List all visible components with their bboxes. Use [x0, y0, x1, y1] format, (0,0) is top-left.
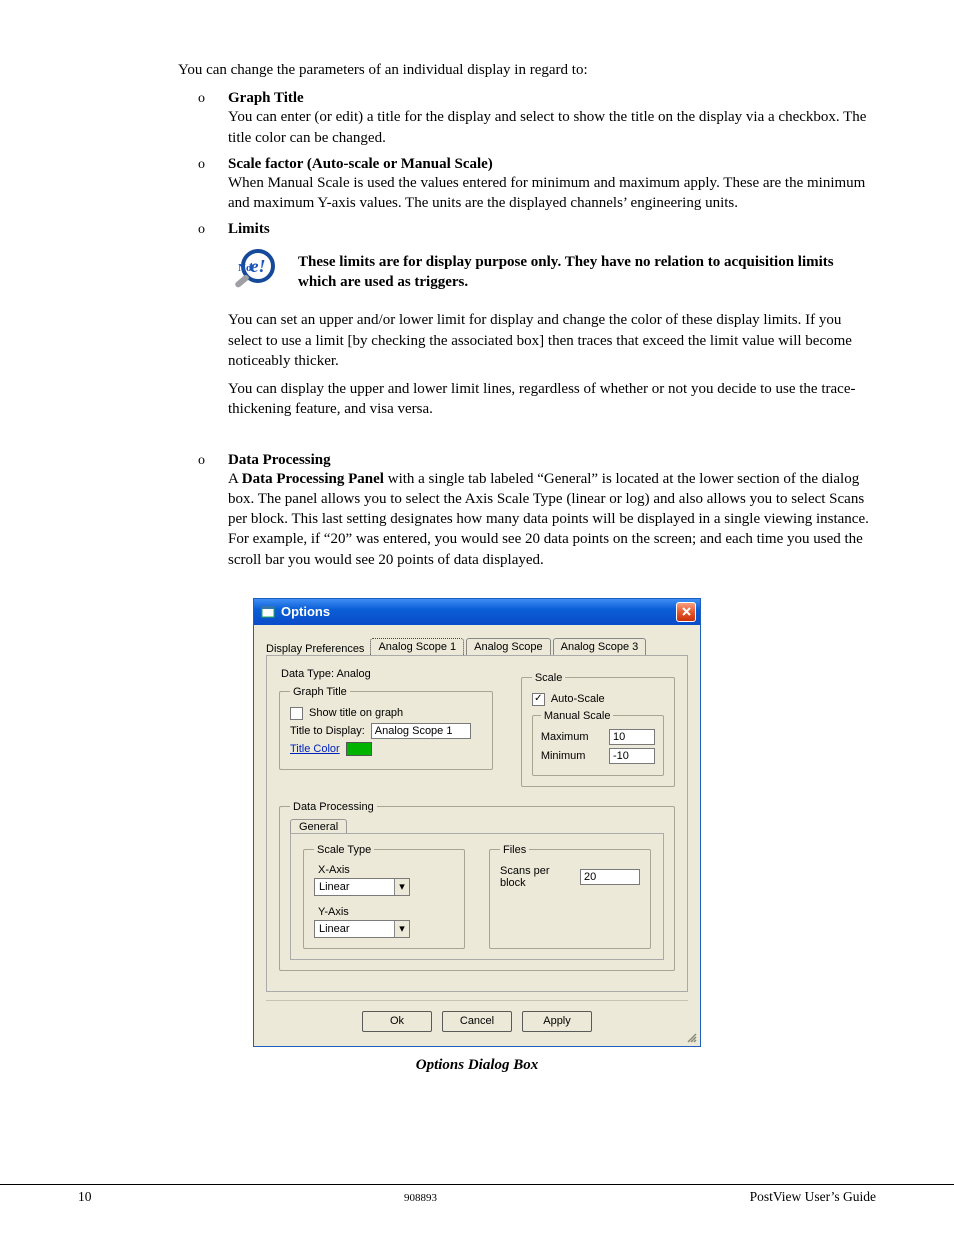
apply-button[interactable]: Apply — [522, 1011, 592, 1032]
resize-grip-icon[interactable] — [684, 1030, 698, 1044]
dp-lead: A — [228, 471, 242, 487]
cancel-button[interactable]: Cancel — [442, 1011, 512, 1032]
maximum-label: Maximum — [541, 731, 589, 743]
scale-type-legend: Scale Type — [314, 844, 374, 856]
tabs-lead-label: Display Preferences — [266, 643, 370, 655]
close-icon — [681, 606, 692, 617]
data-type-label: Data Type: Analog — [281, 668, 493, 680]
scale-legend: Scale — [532, 672, 566, 684]
show-title-label: Show title on graph — [309, 707, 403, 719]
note-magnifier-icon: e! No t — [228, 244, 284, 300]
bullet-title: Scale factor (Auto-scale or Manual Scale… — [228, 156, 493, 173]
ok-button[interactable]: Ok — [362, 1011, 432, 1032]
limits-paragraph-1: You can set an upper and/or lower limit … — [80, 310, 874, 371]
data-processing-group: Data Processing General Scale Type X-Axi… — [279, 801, 675, 971]
button-row: Ok Cancel Apply — [266, 1001, 688, 1038]
y-axis-label: Y-Axis — [318, 906, 454, 918]
files-legend: Files — [500, 844, 529, 856]
graph-title-legend: Graph Title — [290, 686, 350, 698]
doc-title: PostView User’s Guide — [750, 1189, 876, 1205]
doc-number: 908893 — [404, 1192, 437, 1204]
svg-text:t: t — [249, 260, 254, 275]
data-processing-paragraph: A Data Processing Panel with a single ta… — [80, 469, 874, 570]
scans-per-block-input[interactable] — [580, 869, 640, 885]
dialog-title: Options — [281, 604, 330, 619]
y-axis-value: Linear — [319, 923, 350, 935]
show-title-checkbox[interactable] — [290, 707, 303, 720]
x-axis-combo[interactable]: Linear ▾ — [314, 878, 410, 896]
dialog-icon — [261, 605, 275, 619]
dialog-body: Display Preferences Analog Scope 1 Analo… — [254, 625, 700, 1046]
note-callout: e! No t These limits are for display pur… — [80, 244, 874, 300]
auto-scale-label: Auto-Scale — [551, 693, 605, 705]
intro-paragraph: You can change the parameters of an indi… — [80, 60, 874, 80]
bullet-marker: o — [80, 222, 228, 238]
minimum-input[interactable] — [609, 748, 655, 764]
bullet-title: Data Processing — [228, 452, 331, 469]
page-footer: 10 908893 PostView User’s Guide — [0, 1184, 954, 1205]
bullet-body: When Manual Scale is used the values ent… — [80, 173, 874, 214]
tab-analog-scope-3[interactable]: Analog Scope 3 — [553, 638, 647, 655]
bullet-graph-title: o Graph Title — [80, 90, 874, 107]
title-to-display-label: Title to Display: — [290, 725, 365, 737]
title-color-swatch[interactable] — [346, 742, 372, 756]
auto-scale-checkbox[interactable]: ✓ — [532, 693, 545, 706]
dialog-titlebar[interactable]: Options — [254, 599, 700, 625]
scale-group: Scale ✓ Auto-Scale Manual Scale Maximum — [521, 672, 675, 787]
limits-paragraph-2: You can display the upper and lower limi… — [80, 379, 874, 420]
general-tab[interactable]: General — [290, 819, 347, 834]
bullet-title: Graph Title — [228, 90, 304, 107]
general-panel: Scale Type X-Axis Linear ▾ Y-Axis Linear… — [290, 833, 664, 960]
close-button[interactable] — [676, 602, 696, 622]
x-axis-label: X-Axis — [318, 864, 454, 876]
bullet-title: Limits — [228, 221, 270, 238]
tab-analog-scope-1[interactable]: Analog Scope 1 — [370, 638, 464, 655]
page-content: You can change the parameters of an indi… — [0, 0, 954, 1074]
dp-bold: Data Processing Panel — [242, 471, 384, 487]
x-axis-value: Linear — [319, 881, 350, 893]
chevron-down-icon: ▾ — [394, 879, 409, 895]
manual-scale-group: Manual Scale Maximum Minimum — [532, 710, 664, 776]
bullet-scale-factor: o Scale factor (Auto-scale or Manual Sca… — [80, 156, 874, 173]
bullet-body: You can enter (or edit) a title for the … — [80, 107, 874, 148]
manual-scale-legend: Manual Scale — [541, 710, 614, 722]
scans-per-block-label: Scans per block — [500, 865, 574, 889]
options-dialog: Options Display Preferences Analog Scope… — [253, 598, 701, 1047]
scale-type-group: Scale Type X-Axis Linear ▾ Y-Axis Linear… — [303, 844, 465, 949]
chevron-down-icon: ▾ — [394, 921, 409, 937]
graph-title-group: Graph Title Show title on graph Title to… — [279, 686, 493, 770]
data-processing-legend: Data Processing — [290, 801, 377, 813]
page-number: 10 — [78, 1189, 92, 1205]
bullet-limits: o Limits — [80, 221, 874, 238]
tab-panel: Data Type: Analog Graph Title Show title… — [266, 655, 688, 992]
bullet-marker: o — [80, 91, 228, 107]
title-color-link[interactable]: Title Color — [290, 743, 340, 755]
bullet-marker: o — [80, 453, 228, 469]
bullet-marker: o — [80, 157, 228, 173]
title-to-display-input[interactable] — [371, 723, 471, 739]
tab-analog-scope-2[interactable]: Analog Scope — [466, 638, 551, 655]
y-axis-combo[interactable]: Linear ▾ — [314, 920, 410, 938]
note-text: These limits are for display purpose onl… — [298, 252, 874, 293]
figure-caption: Options Dialog Box — [80, 1057, 874, 1074]
bullet-data-processing: o Data Processing — [80, 452, 874, 469]
tabs-row: Display Preferences Analog Scope 1 Analo… — [266, 635, 688, 655]
maximum-input[interactable] — [609, 729, 655, 745]
files-group: Files Scans per block — [489, 844, 651, 949]
minimum-label: Minimum — [541, 750, 586, 762]
